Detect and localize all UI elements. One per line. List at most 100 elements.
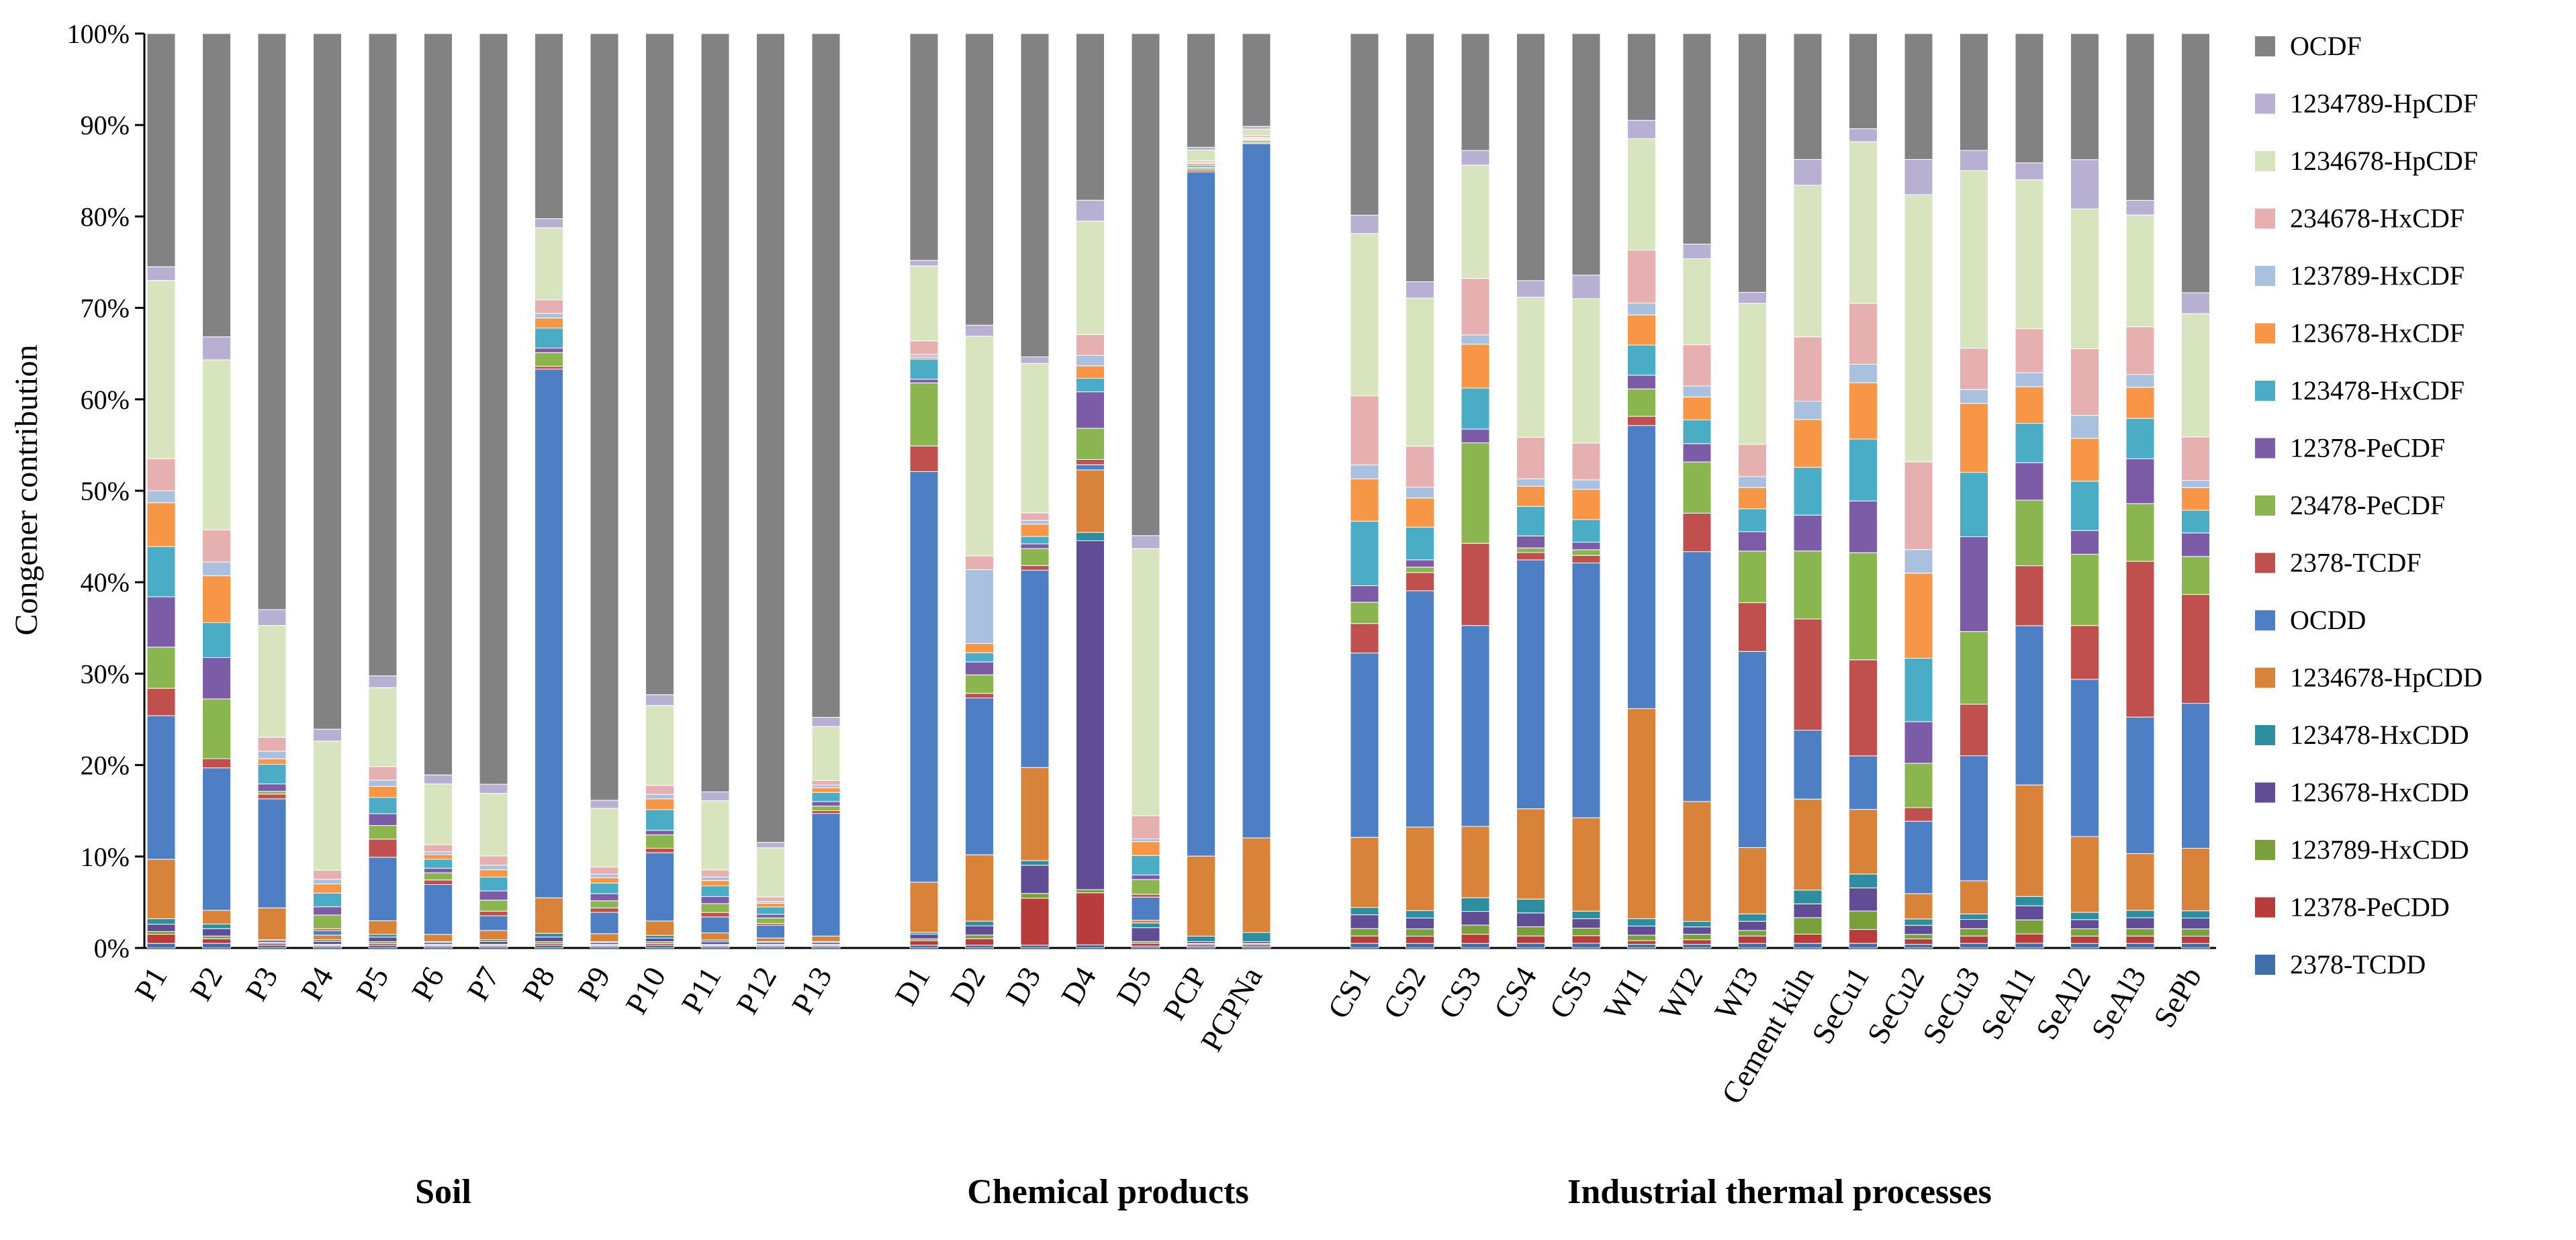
bar-segment [1076, 889, 1105, 894]
legend-swatch [2255, 93, 2275, 114]
bar-stack-pcpna [1242, 33, 1271, 949]
bar-segment [1350, 585, 1379, 603]
bar-segment [202, 758, 231, 769]
bar-segment [645, 830, 674, 835]
bar-segment [2181, 479, 2210, 488]
bar-segment [700, 912, 730, 918]
bar-segment [1960, 170, 1988, 349]
bar-segment [313, 33, 342, 730]
bar-segment [2070, 348, 2099, 416]
bar-segment [1516, 943, 1545, 949]
bar-segment [1682, 419, 1712, 444]
bar-segment [1350, 395, 1379, 466]
bar-segment [2181, 943, 2210, 949]
legend-label: 1234678-HpCDD [2290, 663, 2483, 693]
bar-segment [146, 490, 176, 504]
bar-segment [424, 859, 453, 869]
x-tick-label: WI3 [1708, 961, 1765, 1026]
bar-segment [1461, 943, 1490, 949]
bar-segment [1738, 935, 1767, 944]
bar-segment [645, 935, 674, 939]
bar-segment [479, 855, 508, 866]
bar-segment [1960, 935, 1988, 944]
bar-segment [909, 340, 939, 355]
bar-segment [1904, 573, 1933, 659]
bar-segment [965, 945, 994, 949]
bar-segment [1131, 815, 1160, 839]
bar-segment [811, 784, 841, 788]
bar-segment [1020, 860, 1050, 866]
bar-segment [535, 347, 563, 353]
bar-segment [909, 945, 939, 949]
bar-segment [535, 937, 563, 942]
bar-segment [1131, 855, 1160, 875]
bar-segment [1682, 920, 1712, 928]
bar-segment [1849, 128, 1878, 142]
bar-segment [479, 793, 508, 857]
bar-segment [146, 943, 176, 949]
bar-segment [1627, 416, 1656, 426]
x-tick-label: SeCu1 [1805, 961, 1876, 1050]
bar-segment [1516, 559, 1545, 810]
x-tick-label: SeAl3 [2084, 961, 2153, 1045]
bar-segment [1516, 485, 1545, 507]
bar-segment [1627, 302, 1656, 316]
bar-segment [1242, 143, 1271, 839]
bar-segment [2125, 458, 2155, 504]
bar-segment [1406, 446, 1434, 488]
bar-segment [1960, 536, 1988, 632]
bar-segment [1516, 506, 1545, 536]
bar-segment [811, 792, 841, 802]
bar-segment [2125, 326, 2155, 375]
bar-segment [257, 798, 287, 908]
bar-segment [1682, 944, 1712, 949]
bar-segment [1793, 401, 1823, 420]
bar-segment [146, 596, 176, 648]
bar-segment [2015, 462, 2044, 501]
legend-swatch [2255, 610, 2275, 630]
bar-segment [645, 937, 674, 943]
x-tick-label: D4 [1054, 961, 1103, 1011]
bar-segment [1131, 535, 1160, 549]
bar-segment [1020, 520, 1050, 525]
bar-segment [1738, 33, 1767, 293]
bar-segment [1682, 244, 1712, 259]
y-tick-label: 60% [81, 385, 130, 415]
bar-segment [965, 925, 994, 936]
bar-segment [1242, 126, 1271, 130]
bar-segment [313, 728, 342, 742]
bar-segment [1076, 469, 1105, 533]
bar-segment [1627, 33, 1656, 121]
bar-segment [1187, 33, 1215, 148]
bar-segment [700, 869, 730, 877]
bar-segment [1406, 567, 1434, 573]
y-tick-label: 20% [81, 751, 130, 781]
legend-label: OCDF [2290, 31, 2362, 61]
bar-segment [811, 810, 841, 814]
y-tick-label: 30% [81, 659, 130, 689]
bar-segment [1571, 927, 1601, 937]
bar-segment [1076, 459, 1105, 465]
bar-segment [2181, 935, 2210, 944]
bar-segment [1960, 33, 1988, 151]
bar-segment [535, 945, 563, 949]
bar-segment [2015, 372, 2044, 387]
legend-item: 2378-TCDF [2255, 548, 2422, 578]
bar-segment [1350, 602, 1379, 624]
bar-segment [1627, 344, 1656, 376]
bar-segment [2125, 561, 2155, 718]
bar-segment [2015, 933, 2044, 944]
bar-segment [1849, 552, 1878, 661]
bar-segment [1682, 344, 1712, 387]
bar-stack-secu3 [1960, 33, 1988, 949]
group-labels: Soil Chemical products Industrial thermal … [415, 1173, 1992, 1211]
legend-swatch [2255, 667, 2275, 688]
bar-segment [1849, 364, 1878, 383]
bar-segment [1849, 755, 1878, 810]
bar-segment [2015, 423, 2044, 463]
bar-segment [202, 529, 231, 563]
bar-segment [146, 859, 176, 919]
x-tick-label: SeCu2 [1860, 961, 1931, 1050]
bar-segment [1406, 487, 1434, 499]
bar-segment [965, 674, 994, 694]
